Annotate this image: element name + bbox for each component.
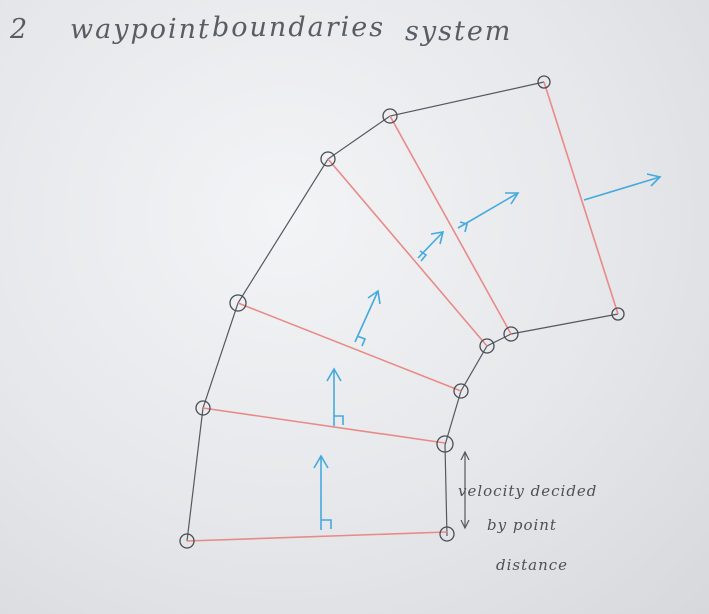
- waypoint-node: [229, 294, 247, 312]
- velocity-arrow-5: [457, 192, 520, 233]
- velocity-arrow-6: [583, 173, 662, 201]
- title-word-4: system: [405, 16, 513, 47]
- waypoint-node: [439, 526, 455, 542]
- title-word-2: waypoint: [70, 14, 211, 45]
- waypoint-node: [382, 108, 398, 124]
- distance-indicator-arrow: [460, 450, 470, 530]
- right-boundary-line: [444, 313, 619, 537]
- velocity-arrow-2: [326, 367, 344, 426]
- velocity-arrow-3: [354, 289, 381, 347]
- waypoint-node: [453, 383, 469, 399]
- waypoint-node: [179, 533, 195, 549]
- velocity-arrow-4: [417, 231, 445, 262]
- annotation-line-3: distance: [496, 556, 569, 574]
- annotation-line-2: by point: [487, 516, 557, 534]
- segment-divider-1: [186, 531, 448, 542]
- waypoint-node: [436, 435, 454, 453]
- waypoint-node: [503, 326, 519, 342]
- waypoint-node: [479, 338, 495, 354]
- annotation-line-1: velocity decided: [458, 482, 598, 500]
- waypoint-node: [537, 75, 551, 89]
- title-word-1: 2: [10, 14, 30, 45]
- segment-divider-6: [543, 81, 619, 315]
- waypoint-node: [320, 151, 336, 167]
- segment-divider-2: [202, 407, 446, 444]
- segment-divider-5: [389, 115, 512, 335]
- left-boundary-line: [186, 81, 545, 542]
- waypoint-node: [611, 307, 625, 321]
- waypoint-node: [195, 400, 211, 416]
- segment-divider-4: [327, 158, 488, 347]
- segment-divider-3: [237, 302, 462, 392]
- title-word-3: boundaries: [212, 12, 386, 43]
- velocity-arrow-1: [313, 454, 332, 530]
